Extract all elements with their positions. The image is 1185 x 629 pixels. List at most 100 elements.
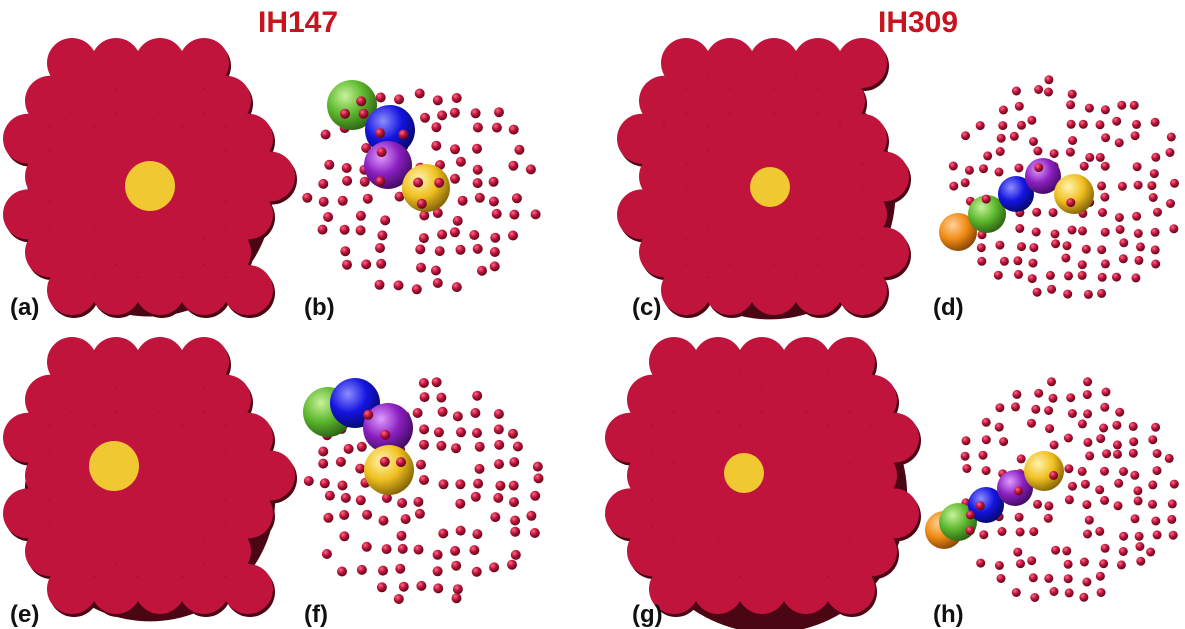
lattice-atom (1017, 242, 1026, 252)
lattice-atom (1100, 227, 1110, 237)
lattice-atom (430, 265, 441, 276)
host-atom (759, 374, 809, 425)
lattice-atom-front (375, 128, 385, 139)
lattice-atom (507, 559, 517, 570)
lattice-atom (1084, 515, 1094, 525)
host-atom (749, 265, 799, 315)
lattice-atom (437, 406, 448, 417)
lattice-atom (530, 209, 541, 220)
host-atom (737, 337, 787, 387)
lattice-atom (1095, 571, 1105, 581)
lattice-atom (1011, 86, 1021, 96)
lattice-atom (438, 479, 449, 490)
lattice-atom (960, 451, 970, 461)
lattice-atom (451, 560, 462, 571)
lattice-atom (416, 262, 426, 273)
lattice-atom (1151, 422, 1161, 432)
lattice-atom (1169, 479, 1179, 489)
lattice-atom (449, 107, 460, 118)
lattice-atom (1119, 531, 1129, 541)
lattice-atom (977, 256, 987, 266)
lattice-atom (1028, 573, 1038, 583)
host-atom (47, 412, 97, 463)
purple-path-atom (1025, 158, 1061, 194)
lattice-atom (436, 392, 447, 403)
host-atom (25, 151, 75, 202)
panel-label-h: (h) (933, 601, 964, 628)
panel-label-e: (e) (10, 601, 40, 628)
host-atom (859, 227, 909, 278)
lattice-atom (433, 427, 444, 438)
lattice-atom (418, 378, 429, 388)
lattice-atom (488, 176, 499, 187)
host-atom (223, 113, 273, 164)
lattice-atom (489, 562, 500, 573)
lattice-atom (1100, 466, 1109, 476)
lattice-atom (318, 458, 329, 469)
host-atom (223, 564, 273, 614)
lattice-atom (1148, 435, 1158, 445)
lattice-atom (1084, 103, 1094, 113)
lattice-atom-front (1034, 163, 1044, 173)
host-atom (705, 265, 755, 315)
lattice-atom (1095, 485, 1105, 495)
purple-path-atom (997, 470, 1033, 506)
host-atom (639, 227, 689, 278)
lattice-atom (323, 212, 334, 222)
host-atom (661, 189, 711, 240)
cluster-core (82, 422, 218, 558)
host-atom (837, 265, 887, 315)
host-atom (837, 189, 887, 240)
host-atom (837, 38, 887, 88)
host-atom (847, 374, 897, 425)
lattice-atom (1017, 120, 1026, 130)
lattice-atom (1095, 152, 1105, 162)
host-atom (825, 412, 875, 463)
host-atom (617, 113, 667, 164)
lattice-atom (437, 229, 448, 240)
lattice-atom (1083, 409, 1093, 419)
lattice-atom (1032, 287, 1042, 297)
lattice-atom (470, 108, 481, 119)
lattice-atom (324, 159, 335, 170)
lattice-atom (1031, 404, 1041, 414)
host-atom (683, 227, 733, 278)
host-atom (705, 38, 755, 88)
lattice-atom (1063, 289, 1073, 299)
host-atom (91, 265, 141, 315)
lattice-atom (1051, 545, 1061, 555)
lattice-atom (355, 463, 366, 474)
lattice-atom (1132, 119, 1141, 129)
lattice-atom (320, 129, 331, 140)
host-atom (715, 374, 765, 425)
lattice-atom (470, 408, 481, 418)
lattice-atom-front (975, 501, 985, 511)
lattice-atom (1167, 499, 1177, 509)
lattice-atom (469, 545, 480, 556)
lattice-atom (474, 441, 485, 452)
lattice-atom (452, 411, 463, 422)
lattice-atom (317, 224, 328, 235)
lattice-atom (1097, 245, 1107, 255)
host-atom (223, 265, 273, 315)
lattice-atom (994, 422, 1004, 432)
lattice-atom (1033, 499, 1042, 509)
lattice-atom (1013, 547, 1023, 557)
lattice-atom (419, 424, 430, 435)
lattice-atom (1068, 136, 1078, 145)
host-atom (25, 227, 75, 278)
lattice-atom (994, 167, 1004, 177)
lattice-atom (1129, 100, 1139, 110)
lattice-atom (431, 140, 442, 151)
lattice-atom (451, 593, 462, 604)
lattice-atom (1027, 556, 1037, 566)
lattice-atom (493, 492, 504, 503)
host-atom (837, 113, 887, 164)
lattice-atom (1050, 229, 1060, 239)
host-atom (201, 75, 251, 126)
lattice-atom (494, 439, 505, 450)
lattice-atom (1114, 213, 1124, 222)
host-atom (47, 113, 97, 164)
lattice-atom-front (396, 457, 406, 468)
orange-path-atom (939, 213, 977, 251)
